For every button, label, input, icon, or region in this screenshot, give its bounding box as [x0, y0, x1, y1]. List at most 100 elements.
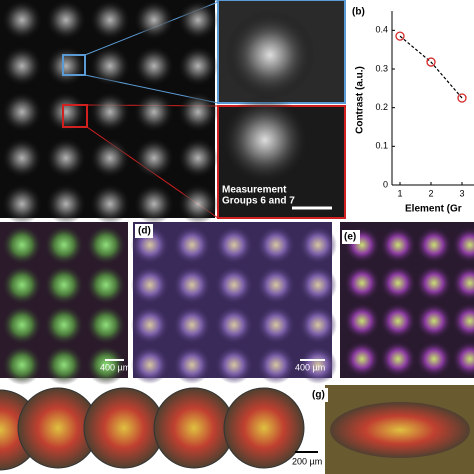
target-glow	[178, 46, 218, 86]
scale-label: 400 µm	[295, 362, 325, 372]
lens-glow	[2, 305, 42, 345]
target-glow	[178, 0, 218, 40]
panel-label: (g)	[312, 390, 325, 401]
lens-glow	[452, 303, 474, 339]
target-glow	[46, 0, 86, 40]
label-bg	[310, 388, 328, 402]
target-glow	[90, 138, 130, 178]
lens-glow	[173, 346, 211, 384]
lens-glow	[131, 346, 169, 384]
lens-glow	[344, 265, 380, 301]
target-glow	[90, 92, 130, 132]
lens-glow	[44, 265, 84, 305]
zoom-box-blue	[62, 54, 86, 76]
lens-glow	[173, 266, 211, 304]
lens-glow	[131, 306, 169, 344]
lens-glow	[416, 265, 452, 301]
measurement-label: Groups 6 and 7	[222, 196, 295, 207]
lens-glow	[380, 227, 416, 263]
lens-glow	[344, 303, 380, 339]
lens-glow	[380, 303, 416, 339]
scale-label: 400 µm	[100, 362, 130, 372]
inset-glow	[225, 10, 315, 100]
panel-label: (e)	[344, 232, 356, 243]
lens-glow	[86, 345, 126, 385]
fov-circle	[153, 387, 235, 469]
fov-circle	[223, 387, 305, 469]
x-tick-label: 1	[397, 188, 402, 198]
target-glow	[46, 46, 86, 86]
lens-glow	[173, 226, 211, 264]
lens-glow	[380, 265, 416, 301]
lens-glow	[344, 341, 380, 377]
label-bg	[342, 230, 360, 244]
inset-glow	[220, 95, 310, 185]
lens-glow	[416, 341, 452, 377]
target-glow	[46, 184, 86, 224]
target-glow	[134, 46, 174, 86]
lens-glow	[86, 305, 126, 345]
target-glow	[178, 92, 218, 132]
x-tick-label: 3	[459, 188, 464, 198]
target-glow	[90, 0, 130, 40]
scale-label: 200 µm	[292, 456, 322, 466]
y-tick-label: 0.1	[375, 141, 388, 151]
label-bg	[135, 224, 153, 238]
panel-g-glow	[330, 402, 470, 458]
lens-glow	[452, 341, 474, 377]
y-tick-label: 0.3	[375, 63, 388, 73]
y-axis-label: Contrast (a.u.)	[355, 66, 366, 134]
fit-line	[399, 35, 463, 99]
lens-glow	[380, 341, 416, 377]
lens-glow	[416, 227, 452, 263]
data-point	[395, 31, 405, 41]
lens-glow	[299, 346, 337, 384]
target-glow	[2, 184, 42, 224]
lens-glow	[44, 305, 84, 345]
fov-circle	[83, 387, 165, 469]
lens-glow	[452, 227, 474, 263]
target-glow	[2, 92, 42, 132]
lens-glow	[452, 265, 474, 301]
target-glow	[178, 184, 218, 224]
lens-glow	[257, 226, 295, 264]
lens-glow	[44, 225, 84, 265]
lens-glow	[299, 306, 337, 344]
x-tick-label: 2	[428, 188, 433, 198]
target-glow	[178, 138, 218, 178]
target-glow	[46, 92, 86, 132]
y-tick-label: 0.2	[375, 102, 388, 112]
measurement-label: Measurement	[222, 185, 287, 196]
lens-glow	[215, 266, 253, 304]
target-glow	[134, 138, 174, 178]
lens-glow	[257, 266, 295, 304]
zoom-box-red	[62, 104, 88, 128]
lens-glow	[416, 303, 452, 339]
lens-glow	[215, 226, 253, 264]
lens-glow	[299, 266, 337, 304]
lens-glow	[86, 265, 126, 305]
target-glow	[90, 184, 130, 224]
lens-glow	[215, 306, 253, 344]
lens-glow	[2, 225, 42, 265]
target-glow	[46, 138, 86, 178]
panel-label: (d)	[138, 226, 151, 237]
lens-glow	[257, 306, 295, 344]
lens-glow	[299, 226, 337, 264]
panel-label: (b)	[352, 7, 365, 18]
lens-glow	[2, 265, 42, 305]
data-point	[426, 57, 436, 67]
lens-glow	[44, 345, 84, 385]
target-glow	[2, 0, 42, 40]
target-glow	[90, 46, 130, 86]
lens-glow	[173, 306, 211, 344]
lens-glow	[257, 346, 295, 384]
target-glow	[134, 0, 174, 40]
lens-glow	[86, 225, 126, 265]
lens-glow	[215, 346, 253, 384]
target-glow	[134, 92, 174, 132]
x-axis-label: Element (Gr	[405, 204, 462, 215]
lens-glow	[2, 345, 42, 385]
